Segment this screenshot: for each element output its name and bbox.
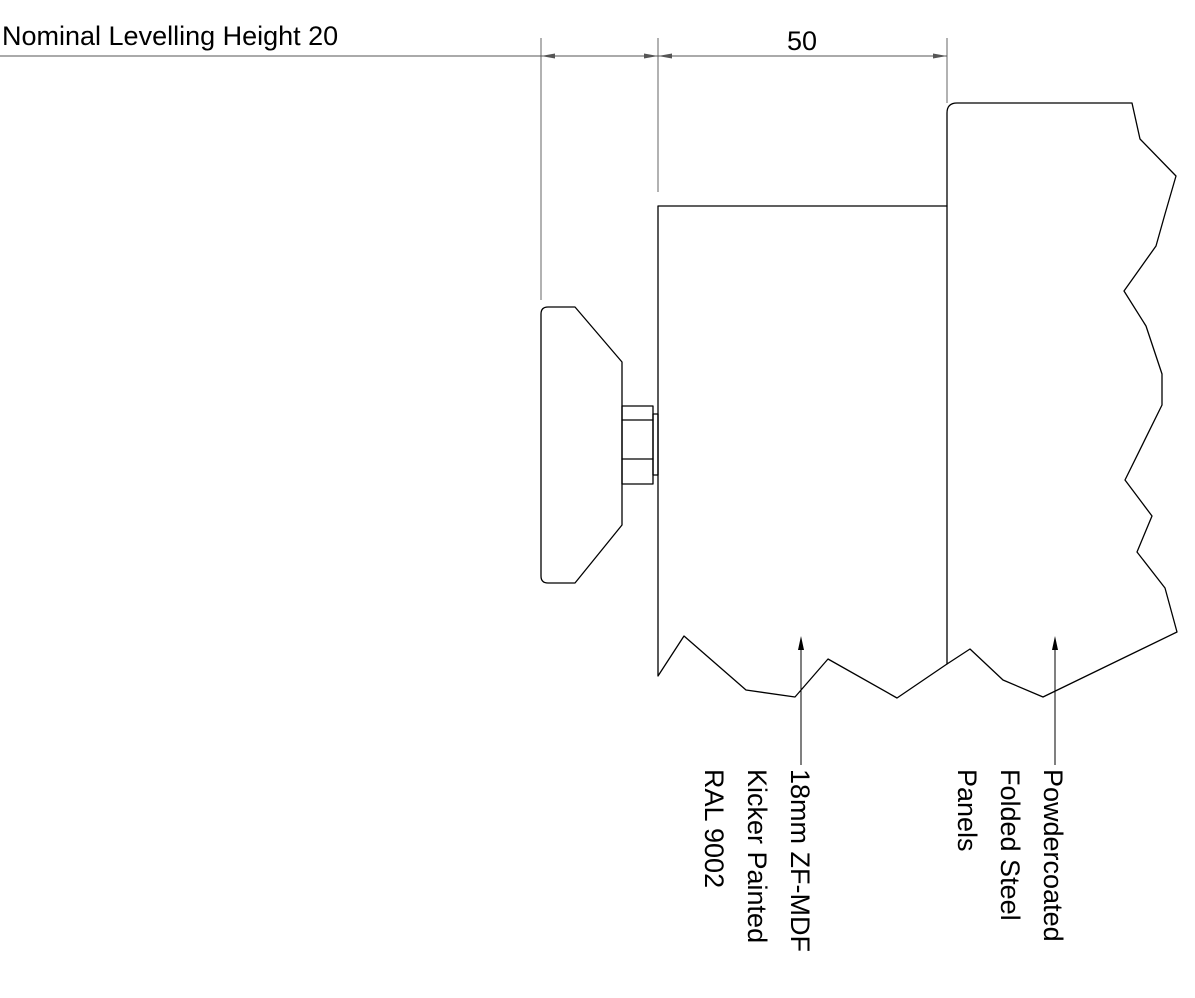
levelling-foot: [540, 306, 623, 584]
kicker-label-line2: Kicker Painted: [742, 769, 772, 943]
panel-label-line2: Folded Steel: [995, 769, 1025, 921]
width-dimension-arrow-left: [658, 53, 672, 59]
hex-nut: [621, 405, 654, 485]
kicker-label-line1: 18mm ZF-MDF: [785, 769, 815, 952]
threaded-stud: [652, 413, 659, 476]
kicker-leader-arrow: [798, 636, 804, 650]
panel-leader-arrow: [1052, 636, 1058, 650]
levelling-dimension-arrow-right: [644, 53, 658, 59]
levelling-height-label: Nominal Levelling Height 20: [2, 21, 338, 51]
panel-label-line1: Powdercoated: [1038, 769, 1068, 942]
steel-panel: [946, 102, 1178, 698]
mdf-kicker: [657, 205, 948, 699]
levelling-dimension-arrow-left: [541, 53, 555, 59]
width-dimension-label: 50: [787, 26, 817, 56]
kicker-label-line3: RAL 9002: [699, 769, 729, 888]
panel-label-line3: Panels: [952, 769, 982, 852]
width-dimension-arrow-right: [933, 53, 947, 59]
